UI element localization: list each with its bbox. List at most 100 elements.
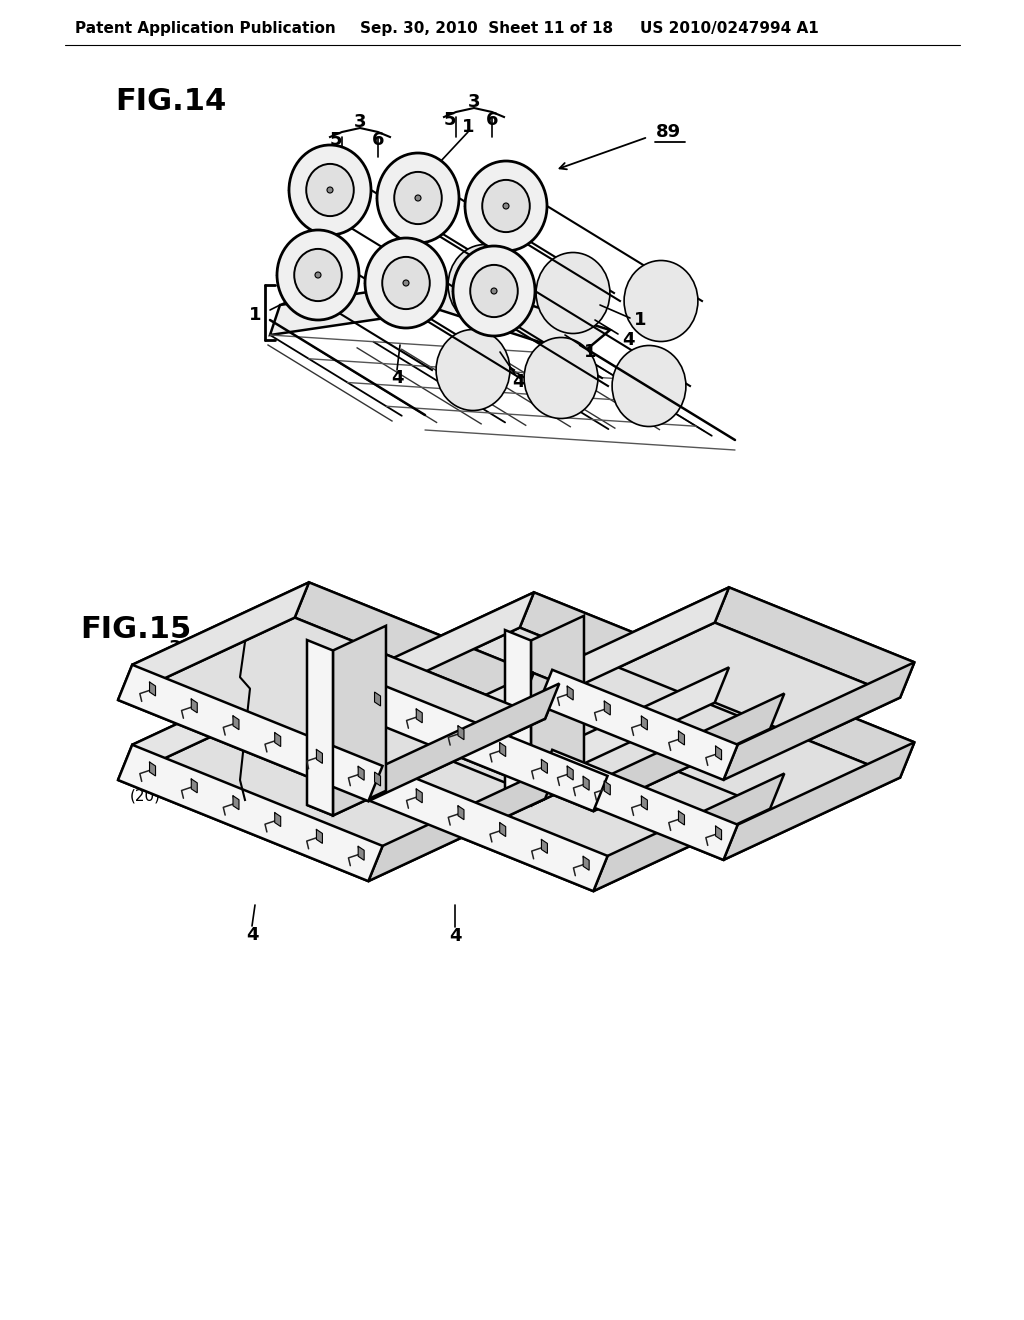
Text: 20B: 20B <box>130 771 169 789</box>
Polygon shape <box>233 796 239 809</box>
Text: 20B: 20B <box>689 756 727 774</box>
Polygon shape <box>538 623 900 780</box>
Polygon shape <box>118 744 383 882</box>
Polygon shape <box>538 668 729 785</box>
Polygon shape <box>542 759 548 774</box>
Text: 5: 5 <box>146 655 160 673</box>
Ellipse shape <box>278 230 359 319</box>
Polygon shape <box>343 627 770 812</box>
Polygon shape <box>307 780 386 816</box>
Polygon shape <box>316 829 323 843</box>
Ellipse shape <box>503 203 509 209</box>
Text: 1: 1 <box>249 306 261 323</box>
Polygon shape <box>233 715 239 730</box>
Ellipse shape <box>537 252 610 334</box>
Text: 4: 4 <box>622 331 634 348</box>
Polygon shape <box>132 582 559 766</box>
Ellipse shape <box>453 246 535 337</box>
Text: FIG.14: FIG.14 <box>115 87 226 116</box>
Polygon shape <box>270 280 610 355</box>
Text: 4: 4 <box>794 700 806 717</box>
Polygon shape <box>723 663 914 780</box>
Ellipse shape <box>415 195 421 201</box>
Polygon shape <box>118 582 309 700</box>
Polygon shape <box>538 587 729 705</box>
Polygon shape <box>583 857 589 870</box>
Text: (20): (20) <box>608 775 640 789</box>
Text: (20): (20) <box>130 788 161 804</box>
Polygon shape <box>505 630 531 805</box>
Polygon shape <box>723 742 914 859</box>
Ellipse shape <box>449 244 522 326</box>
Polygon shape <box>716 746 722 760</box>
Text: 1: 1 <box>634 312 646 329</box>
Text: 4: 4 <box>512 374 524 391</box>
Polygon shape <box>118 697 545 882</box>
Polygon shape <box>567 766 573 780</box>
Ellipse shape <box>315 272 321 279</box>
Text: 82: 82 <box>692 645 718 664</box>
Polygon shape <box>552 668 914 825</box>
Text: 5: 5 <box>443 111 457 129</box>
Text: 4: 4 <box>391 370 403 387</box>
Text: 4: 4 <box>449 927 461 945</box>
Text: 3: 3 <box>353 114 367 131</box>
Text: 10: 10 <box>248 682 272 701</box>
Text: 6: 6 <box>485 111 499 129</box>
Text: 10: 10 <box>506 756 530 774</box>
Polygon shape <box>538 750 737 859</box>
Polygon shape <box>191 779 198 793</box>
Polygon shape <box>118 618 545 801</box>
Ellipse shape <box>482 180 529 232</box>
Polygon shape <box>417 709 422 723</box>
Text: Patent Application Publication: Patent Application Publication <box>75 21 336 37</box>
Polygon shape <box>150 762 156 776</box>
Polygon shape <box>274 813 281 826</box>
Ellipse shape <box>394 172 441 224</box>
Polygon shape <box>118 663 309 780</box>
Ellipse shape <box>377 153 459 243</box>
Polygon shape <box>343 675 607 812</box>
Text: 3: 3 <box>169 639 181 657</box>
Polygon shape <box>538 669 737 780</box>
Ellipse shape <box>490 288 497 294</box>
Text: 6: 6 <box>184 655 198 673</box>
Polygon shape <box>641 796 647 810</box>
Polygon shape <box>531 615 584 805</box>
Polygon shape <box>458 726 464 739</box>
Text: FIG.15: FIG.15 <box>80 615 191 644</box>
Ellipse shape <box>470 265 518 317</box>
Polygon shape <box>358 846 365 861</box>
Polygon shape <box>343 708 770 891</box>
Polygon shape <box>583 776 589 791</box>
Polygon shape <box>679 810 684 825</box>
Polygon shape <box>274 733 281 747</box>
Polygon shape <box>593 774 784 891</box>
Polygon shape <box>520 672 784 809</box>
Polygon shape <box>716 826 722 840</box>
Polygon shape <box>604 701 610 715</box>
Polygon shape <box>679 731 684 744</box>
Polygon shape <box>295 582 559 718</box>
Polygon shape <box>715 587 914 697</box>
Text: 6: 6 <box>399 642 413 659</box>
Text: (20): (20) <box>692 775 724 789</box>
Polygon shape <box>593 693 784 812</box>
Text: 4: 4 <box>246 927 258 944</box>
Polygon shape <box>375 692 381 706</box>
Text: 10: 10 <box>651 756 677 774</box>
Ellipse shape <box>327 187 333 193</box>
Polygon shape <box>715 668 914 777</box>
Polygon shape <box>343 593 534 710</box>
Polygon shape <box>150 682 156 696</box>
Polygon shape <box>316 750 323 763</box>
Polygon shape <box>375 772 381 785</box>
Polygon shape <box>343 755 607 891</box>
Text: 5: 5 <box>330 131 342 149</box>
Ellipse shape <box>382 257 430 309</box>
Text: 3: 3 <box>468 92 480 111</box>
Ellipse shape <box>294 249 342 301</box>
Polygon shape <box>567 686 573 700</box>
Text: 20A: 20A <box>279 708 317 726</box>
Polygon shape <box>358 767 365 780</box>
